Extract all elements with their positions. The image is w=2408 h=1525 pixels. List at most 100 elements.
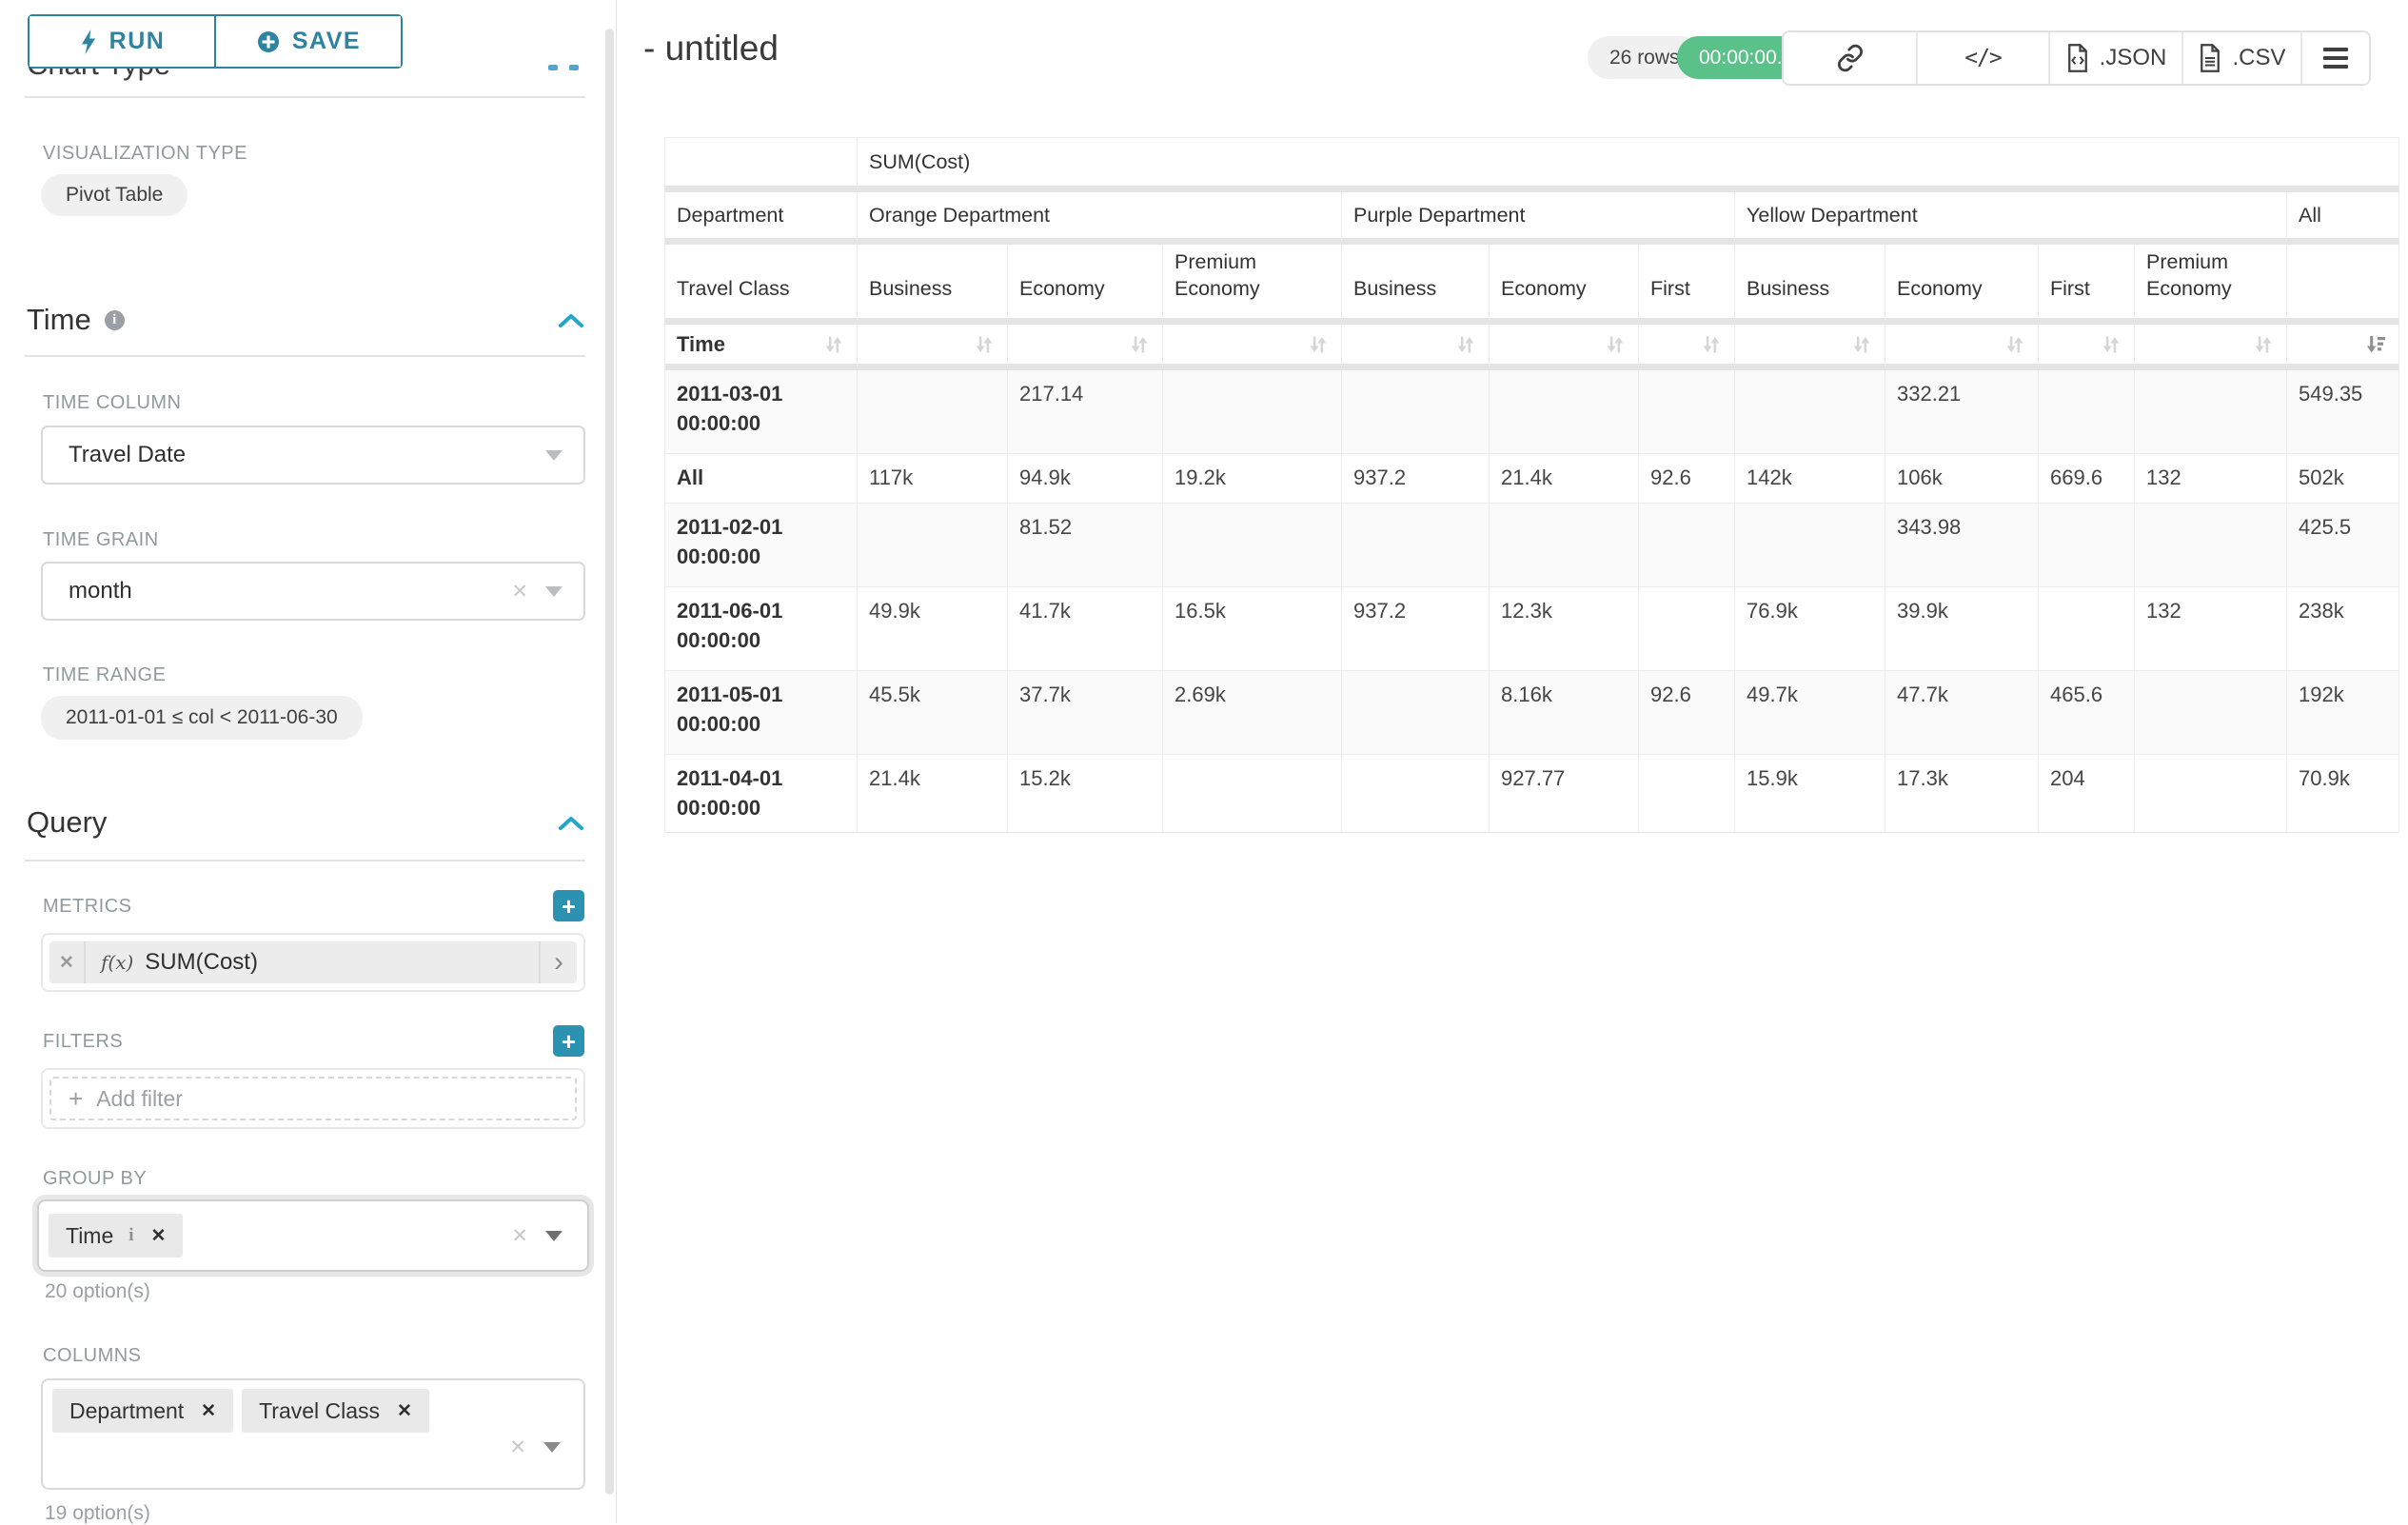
column-sort-cell[interactable] [1163,325,1342,370]
columns-chip[interactable]: Department ✕ [52,1389,234,1433]
collapse-chevron-icon[interactable] [558,815,584,832]
pivot-value-cell: 39.9k [1885,586,2039,671]
sort-icon[interactable] [822,333,845,356]
chip-label: Travel Class [259,1397,381,1423]
add-filter-dropzone[interactable]: + Add filter [49,1077,577,1120]
columns-chip[interactable]: Travel Class ✕ [242,1389,429,1433]
sort-icon[interactable] [2100,333,2122,356]
columns-chip-row: Department ✕ Travel Class ✕ [52,1389,574,1433]
export-json-button[interactable]: .JSON [2048,32,2181,84]
table-row: All 117k 94.9k 19.2k 937.2 21.4k 92.6 142k 106k 6… [665,454,2399,504]
pivot-value-cell: 70.9k [2287,754,2399,834]
pivot-value-cell: 332.21 [1885,370,2039,454]
clear-all-icon[interactable]: ✕ [511,1224,528,1247]
remove-chip-icon[interactable]: ✕ [150,1225,167,1246]
pivot-value-cell: 927.77 [1490,754,1639,834]
pivot-value-cell [1342,754,1490,834]
fx-icon: f(x) [101,951,134,974]
run-save-button-group: RUN SAVE [28,14,403,69]
metric-header-cell: SUM(Cost) [858,138,2399,192]
more-options-button[interactable] [2300,32,2369,84]
group-by-select[interactable]: Time i ✕ ✕ [37,1199,589,1272]
column-sort-cell[interactable] [1639,325,1735,370]
pivot-value-cell [858,503,1008,587]
run-button[interactable]: RUN [30,16,214,67]
column-sort-cell[interactable] [1008,325,1163,370]
sort-icon[interactable] [2003,333,2026,356]
pivot-value-cell: 15.9k [1735,754,1885,834]
section-divider [25,96,585,98]
metric-item[interactable]: ✕ f(x) SUM(Cost) › [49,941,577,983]
group-by-chip[interactable]: Time i ✕ [49,1214,184,1258]
chart-title[interactable]: - untitled [643,29,779,68]
sort-icon[interactable] [1454,333,1477,356]
add-metric-button[interactable]: + [553,890,584,921]
column-sort-cell[interactable] [2039,325,2135,370]
pivot-value-cell: 937.2 [1342,586,1490,671]
sort-icon[interactable] [1700,333,1723,356]
column-sort-cell[interactable] [1885,325,2039,370]
visualization-type-value[interactable]: Pivot Table [41,174,188,216]
chevron-down-icon [545,449,563,461]
add-filter-label: Add filter [96,1085,183,1111]
pivot-value-cell [2135,754,2287,834]
save-button[interactable]: SAVE [214,16,401,67]
filters-control: + Add filter [41,1068,585,1129]
remove-chip-icon[interactable]: ✕ [397,1400,412,1421]
filters-label: FILTERS [43,1031,124,1052]
column-sort-cell[interactable] [1735,325,1885,370]
pivot-value-cell [858,370,1008,454]
sort-icon[interactable] [1850,333,1873,356]
remove-chip-icon[interactable]: ✕ [201,1400,217,1421]
clear-icon[interactable]: ✕ [511,580,528,603]
sort-icon[interactable] [973,333,996,356]
pivot-value-cell: 92.6 [1639,670,1735,755]
view-query-button[interactable]: </> [1916,32,2048,84]
time-section-header: Time i [27,303,125,337]
time-range-value[interactable]: 2011-01-01 ≤ col < 2011-06-30 [41,696,363,740]
pivot-value-cell: 669.6 [2039,454,2135,504]
corner-cell [665,138,858,192]
column-sort-cell[interactable] [2287,325,2399,370]
chevron-right-icon[interactable]: › [539,941,577,983]
pivot-value-cell: 17.3k [1885,754,2039,834]
pivot-value-cell: 937.2 [1342,454,1490,504]
time-section-title: Time [27,303,91,336]
pivot-value-cell [2135,503,2287,587]
column-sort-cell[interactable] [2135,325,2287,370]
column-sort-cell[interactable] [1342,325,1490,370]
sidebar-scrollbar[interactable] [605,29,614,1495]
pivot-value-cell [1342,370,1490,454]
json-button-label: .JSON [2099,45,2167,70]
column-sort-cell[interactable] [858,325,1008,370]
run-button-label: RUN [109,28,166,54]
time-column-select[interactable]: Travel Date [41,426,585,485]
remove-metric-icon[interactable]: ✕ [49,941,86,983]
clear-all-icon[interactable]: ✕ [509,1436,526,1458]
chevron-down-icon [545,1230,563,1241]
sort-icon[interactable] [1128,333,1151,356]
pivot-value-cell [1490,370,1639,454]
sort-icon[interactable] [1307,333,1330,356]
share-link-button[interactable] [1784,32,1916,84]
column-sort-cell[interactable] [1490,325,1639,370]
sort-icon[interactable] [2252,333,2275,356]
travel-class-header: Business [1342,245,1490,325]
pivot-value-cell: 106k [1885,454,2039,504]
csv-button-label: .CSV [2232,45,2286,70]
sort-icon[interactable] [1604,333,1627,356]
time-label: Time [677,331,725,356]
export-csv-button[interactable]: .CSV [2181,32,2300,84]
time-grain-select[interactable]: month ✕ [41,562,585,621]
time-grain-value: month [69,578,132,604]
collapse-chevron-icon[interactable] [558,312,584,329]
pivot-value-cell: 19.2k [1163,454,1342,504]
sort-descending-icon[interactable] [2364,333,2387,356]
department-header: All [2287,192,2399,245]
control-panel: Chart Type RUN SAVE VISUALIZATION TYPE P… [0,0,617,1524]
add-filter-plus-button[interactable]: + [553,1025,584,1057]
chevron-down-icon [543,1442,561,1453]
columns-select[interactable]: Department ✕ Travel Class ✕ ✕ [41,1378,585,1490]
export-toolbar: </> .JSON .CSV [1782,30,2371,86]
pivot-value-cell [1163,754,1342,834]
